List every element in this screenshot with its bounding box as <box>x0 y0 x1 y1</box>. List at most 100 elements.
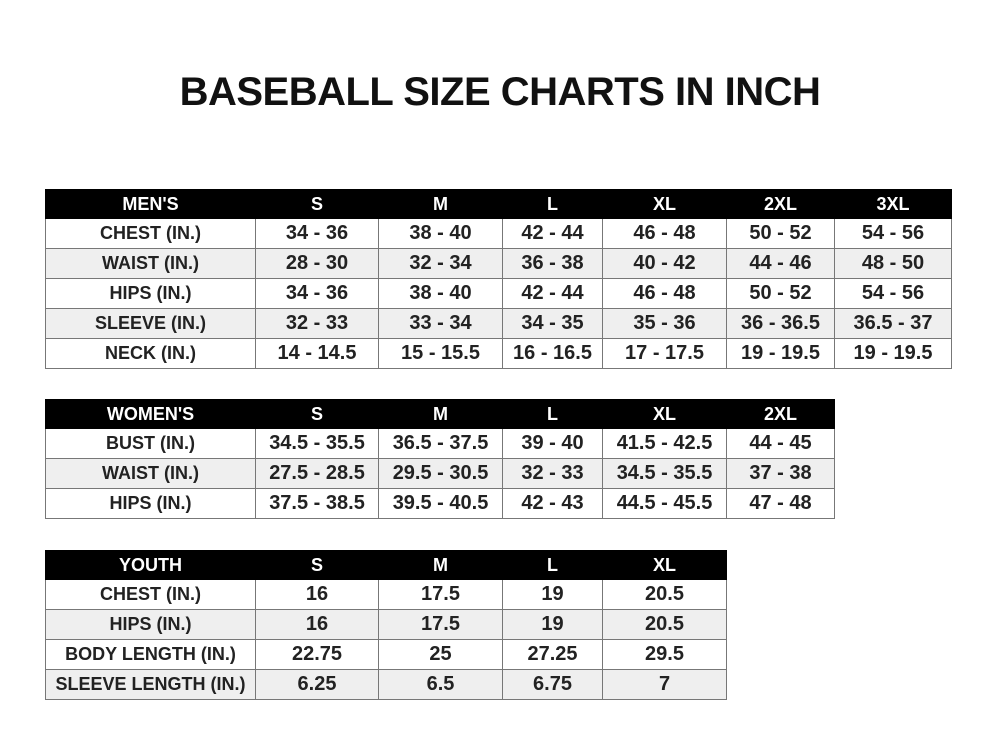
table-row: SLEEVE (IN.) 32 - 33 33 - 34 34 - 35 35 - 36… <box>45 308 952 339</box>
size-value: 36 - 38 <box>502 248 603 279</box>
size-value: 19 - 19.5 <box>834 338 952 369</box>
size-header: L <box>502 189 603 219</box>
size-header: XL <box>602 399 727 429</box>
size-header: XL <box>602 550 727 580</box>
size-value: 6.75 <box>502 669 603 700</box>
size-value: 28 - 30 <box>255 248 379 279</box>
size-header: L <box>502 399 603 429</box>
size-value: 41.5 - 42.5 <box>602 428 727 459</box>
size-value: 22.75 <box>255 639 379 670</box>
size-header: M <box>378 399 503 429</box>
size-value: 42 - 44 <box>502 278 603 309</box>
measurement-label: HIPS (IN.) <box>45 488 256 519</box>
size-value: 16 - 16.5 <box>502 338 603 369</box>
size-value: 44 - 45 <box>726 428 835 459</box>
size-header: S <box>255 189 379 219</box>
table-row: HIPS (IN.) 34 - 36 38 - 40 42 - 44 46 - 48 50… <box>45 278 952 309</box>
size-value: 17.5 <box>378 579 503 610</box>
size-value: 32 - 33 <box>502 458 603 489</box>
size-header: 3XL <box>834 189 952 219</box>
measurement-label: SLEEVE LENGTH (IN.) <box>45 669 256 700</box>
table-row: HIPS (IN.) 16 17.5 19 20.5 <box>45 609 727 640</box>
measurement-label: CHEST (IN.) <box>45 579 256 610</box>
table-row: CHEST (IN.) 16 17.5 19 20.5 <box>45 579 727 610</box>
measurement-label: WAIST (IN.) <box>45 248 256 279</box>
size-value: 36.5 - 37.5 <box>378 428 503 459</box>
header-row: WOMEN'S S M L XL 2XL <box>45 399 835 429</box>
size-value: 29.5 - 30.5 <box>378 458 503 489</box>
size-value: 42 - 44 <box>502 218 603 249</box>
size-value: 20.5 <box>602 579 727 610</box>
size-value: 15 - 15.5 <box>378 338 503 369</box>
header-row: MEN'S S M L XL 2XL 3XL <box>45 189 952 219</box>
size-header: L <box>502 550 603 580</box>
womens-size-table: WOMEN'S S M L XL 2XL BUST (IN.) 34.5 - 35.5 36.5… <box>45 399 835 519</box>
table-row: NECK (IN.) 14 - 14.5 15 - 15.5 16 - 16.5 17 … <box>45 338 952 369</box>
size-value: 37 - 38 <box>726 458 835 489</box>
size-header: S <box>255 550 379 580</box>
size-value: 14 - 14.5 <box>255 338 379 369</box>
size-value: 29.5 <box>602 639 727 670</box>
size-value: 39.5 - 40.5 <box>378 488 503 519</box>
size-value: 34 - 36 <box>255 278 379 309</box>
size-value: 32 - 33 <box>255 308 379 339</box>
measurement-label: HIPS (IN.) <box>45 609 256 640</box>
category-header: MEN'S <box>45 189 256 219</box>
size-header: S <box>255 399 379 429</box>
size-value: 35 - 36 <box>602 308 727 339</box>
size-value: 32 - 34 <box>378 248 503 279</box>
size-value: 34.5 - 35.5 <box>255 428 379 459</box>
size-value: 50 - 52 <box>726 218 835 249</box>
youth-size-table: YOUTH S M L XL CHEST (IN.) 16 17.5 19 20.5 HIPS (I… <box>45 550 727 700</box>
size-value: 27.5 - 28.5 <box>255 458 379 489</box>
size-value: 54 - 56 <box>834 278 952 309</box>
measurement-label: BODY LENGTH (IN.) <box>45 639 256 670</box>
size-value: 46 - 48 <box>602 278 727 309</box>
measurement-label: NECK (IN.) <box>45 338 256 369</box>
size-header: XL <box>602 189 727 219</box>
size-value: 34.5 - 35.5 <box>602 458 727 489</box>
size-value: 17.5 <box>378 609 503 640</box>
size-value: 17 - 17.5 <box>602 338 727 369</box>
size-value: 19 - 19.5 <box>726 338 835 369</box>
size-value: 20.5 <box>602 609 727 640</box>
size-value: 38 - 40 <box>378 218 503 249</box>
measurement-label: WAIST (IN.) <box>45 458 256 489</box>
page-title: BASEBALL SIZE CHARTS IN INCH <box>179 70 821 114</box>
mens-size-table: MEN'S S M L XL 2XL 3XL CHEST (IN.) 34 - 36 38 - 4… <box>45 189 952 369</box>
size-value: 39 - 40 <box>502 428 603 459</box>
size-value: 46 - 48 <box>602 218 727 249</box>
size-value: 27.25 <box>502 639 603 670</box>
size-value: 44 - 46 <box>726 248 835 279</box>
size-header: M <box>378 189 503 219</box>
size-value: 16 <box>255 579 379 610</box>
size-value: 34 - 35 <box>502 308 603 339</box>
size-value: 34 - 36 <box>255 218 379 249</box>
size-value: 25 <box>378 639 503 670</box>
table-row: HIPS (IN.) 37.5 - 38.5 39.5 - 40.5 42 - 43 4… <box>45 488 835 519</box>
measurement-label: SLEEVE (IN.) <box>45 308 256 339</box>
table-row: BUST (IN.) 34.5 - 35.5 36.5 - 37.5 39 - 40 4… <box>45 428 835 459</box>
size-header: M <box>378 550 503 580</box>
table-row: CHEST (IN.) 34 - 36 38 - 40 42 - 44 46 - 48 5… <box>45 218 952 249</box>
size-value: 50 - 52 <box>726 278 835 309</box>
size-value: 38 - 40 <box>378 278 503 309</box>
size-value: 19 <box>502 609 603 640</box>
table-row: BODY LENGTH (IN.) 22.75 25 27.25 29.5 <box>45 639 727 670</box>
size-value: 7 <box>602 669 727 700</box>
category-header: WOMEN'S <box>45 399 256 429</box>
size-value: 19 <box>502 579 603 610</box>
size-value: 48 - 50 <box>834 248 952 279</box>
size-value: 44.5 - 45.5 <box>602 488 727 519</box>
size-header: 2XL <box>726 399 835 429</box>
size-value: 42 - 43 <box>502 488 603 519</box>
table-row: SLEEVE LENGTH (IN.) 6.25 6.5 6.75 7 <box>45 669 727 700</box>
size-value: 16 <box>255 609 379 640</box>
header-row: YOUTH S M L XL <box>45 550 727 580</box>
measurement-label: CHEST (IN.) <box>45 218 256 249</box>
table-row: WAIST (IN.) 28 - 30 32 - 34 36 - 38 40 - 42 4… <box>45 248 952 279</box>
size-value: 6.25 <box>255 669 379 700</box>
measurement-label: BUST (IN.) <box>45 428 256 459</box>
size-header: 2XL <box>726 189 835 219</box>
size-value: 33 - 34 <box>378 308 503 339</box>
